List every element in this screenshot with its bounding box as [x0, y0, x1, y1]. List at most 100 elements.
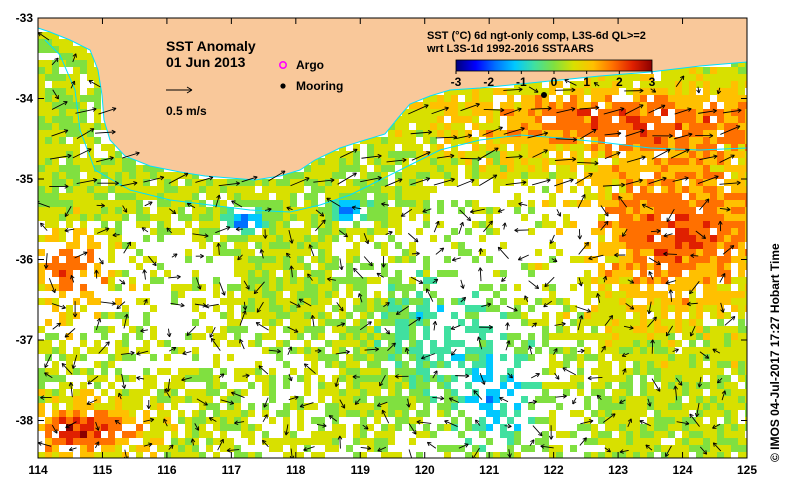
sst-cell — [689, 95, 696, 102]
sst-cell — [276, 298, 283, 305]
sst-cell — [633, 340, 640, 347]
sst-cell — [738, 340, 745, 347]
sst-cell — [206, 193, 213, 200]
sst-cell — [66, 116, 73, 123]
sst-cell — [507, 102, 514, 109]
sst-cell — [73, 438, 80, 445]
sst-cell — [108, 445, 115, 452]
sst-cell — [451, 172, 458, 179]
sst-cell — [535, 109, 542, 116]
sst-cell — [129, 256, 136, 263]
sst-cell — [101, 368, 108, 375]
sst-cell — [584, 284, 591, 291]
sst-cell — [556, 228, 563, 235]
sst-cell — [458, 249, 465, 256]
sst-cell — [521, 263, 528, 270]
sst-cell — [668, 102, 675, 109]
sst-cell — [353, 193, 360, 200]
sst-cell — [374, 186, 381, 193]
sst-cell — [45, 298, 52, 305]
sst-cell — [52, 207, 59, 214]
sst-cell — [164, 424, 171, 431]
sst-cell — [311, 284, 318, 291]
sst-cell — [339, 312, 346, 319]
sst-cell — [507, 123, 514, 130]
sst-cell — [59, 74, 66, 81]
sst-cell — [52, 410, 59, 417]
sst-cell — [717, 67, 724, 74]
sst-cell — [710, 74, 717, 81]
current-vector — [460, 158, 481, 159]
sst-cell — [654, 214, 661, 221]
sst-cell — [115, 221, 122, 228]
sst-cell — [570, 116, 577, 123]
sst-cell — [626, 74, 633, 81]
sst-cell — [108, 403, 115, 410]
sst-cell — [45, 333, 52, 340]
sst-cell — [227, 326, 234, 333]
sst-cell — [514, 403, 521, 410]
sst-cell — [38, 137, 45, 144]
sst-cell — [367, 200, 374, 207]
sst-cell — [549, 424, 556, 431]
sst-cell — [276, 410, 283, 417]
sst-cell — [542, 438, 549, 445]
sst-cell — [311, 298, 318, 305]
sst-cell — [696, 396, 703, 403]
sst-cell — [80, 270, 87, 277]
sst-cell — [367, 214, 374, 221]
sst-cell — [619, 256, 626, 263]
sst-cell — [661, 396, 668, 403]
sst-cell — [353, 382, 360, 389]
sst-cell — [577, 151, 584, 158]
sst-cell — [703, 396, 710, 403]
sst-cell — [535, 417, 542, 424]
sst-cell — [248, 214, 255, 221]
sst-cell — [150, 270, 157, 277]
sst-cell — [325, 235, 332, 242]
sst-cell — [269, 312, 276, 319]
x-tick-label: 119 — [351, 463, 371, 477]
sst-cell — [703, 277, 710, 284]
sst-cell — [80, 123, 87, 130]
sst-cell — [696, 354, 703, 361]
sst-cell — [423, 221, 430, 228]
sst-cell — [430, 361, 437, 368]
sst-cell — [381, 179, 388, 186]
sst-cell — [724, 235, 731, 242]
sst-cell — [136, 424, 143, 431]
sst-cell — [675, 298, 682, 305]
sst-cell — [360, 200, 367, 207]
sst-cell — [640, 375, 647, 382]
sst-cell — [710, 375, 717, 382]
sst-cell — [339, 424, 346, 431]
sst-cell — [745, 74, 752, 81]
sst-cell — [87, 60, 94, 67]
sst-cell — [661, 144, 668, 151]
sst-cell — [731, 410, 738, 417]
sst-cell — [724, 347, 731, 354]
sst-cell — [52, 438, 59, 445]
sst-cell — [276, 235, 283, 242]
sst-cell — [360, 179, 367, 186]
sst-cell — [437, 403, 444, 410]
sst-cell — [402, 417, 409, 424]
sst-cell — [682, 361, 689, 368]
sst-cell — [640, 214, 647, 221]
sst-cell — [269, 228, 276, 235]
sst-cell — [115, 375, 122, 382]
sst-cell — [388, 277, 395, 284]
sst-cell — [73, 368, 80, 375]
sst-cell — [584, 403, 591, 410]
sst-cell — [87, 214, 94, 221]
sst-cell — [668, 165, 675, 172]
sst-cell — [360, 214, 367, 221]
sst-cell — [87, 88, 94, 95]
sst-cell — [640, 326, 647, 333]
sst-cell — [73, 403, 80, 410]
sst-cell — [234, 284, 241, 291]
sst-cell — [409, 165, 416, 172]
sst-cell — [689, 88, 696, 95]
sst-cell — [241, 368, 248, 375]
sst-cell — [731, 88, 738, 95]
